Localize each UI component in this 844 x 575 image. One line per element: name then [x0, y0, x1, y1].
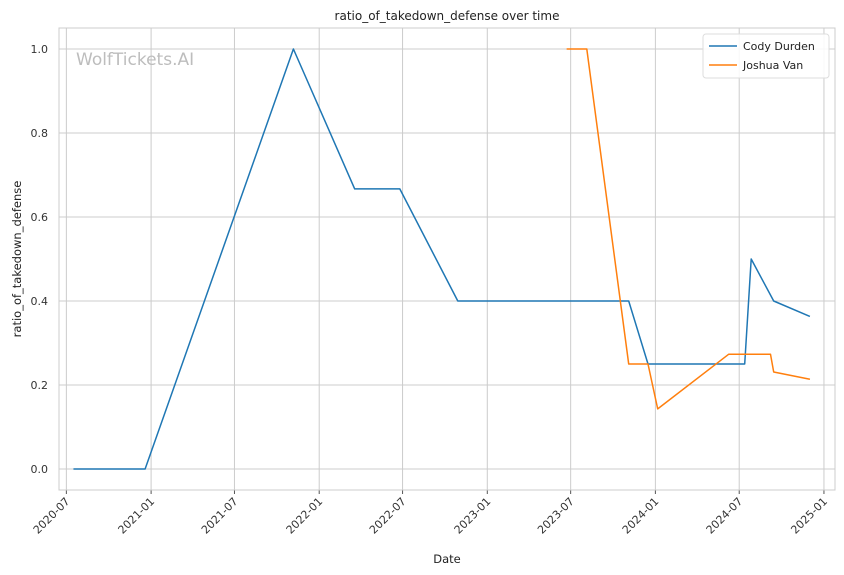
legend-label: Joshua Van: [742, 59, 803, 72]
chart-title: ratio_of_takedown_defense over time: [335, 9, 560, 23]
legend-box: [702, 33, 830, 79]
y-tick-label: 0.2: [31, 379, 49, 392]
series-line-cody-durden: [73, 48, 811, 470]
x-tick-label: 2023-07: [535, 495, 577, 537]
y-tick-label: 0.6: [31, 211, 49, 224]
x-tick-label: 2023-01: [452, 495, 494, 537]
legend-label: Cody Durden: [743, 40, 815, 53]
x-tick-label: 2022-07: [367, 495, 409, 537]
y-tick-label: 0.4: [31, 295, 49, 308]
x-axis-label: Date: [433, 552, 461, 566]
x-tick-label: 2024-07: [704, 495, 746, 537]
y-tick-label: 1.0: [31, 43, 49, 56]
grid-lines: [59, 28, 835, 490]
y-tick-label: 0.8: [31, 127, 49, 140]
x-tick-label: 2025-01: [788, 495, 830, 537]
x-tick-label: 2024-01: [620, 495, 662, 537]
y-axis-label: ratio_of_takedown_defense: [10, 181, 24, 338]
plot-frame: [58, 27, 836, 491]
series-line-joshua-van: [566, 48, 811, 410]
x-tick-label: 2021-01: [116, 495, 158, 537]
watermark: WolfTickets.AI: [76, 50, 194, 70]
x-tick-label: 2022-01: [284, 495, 326, 537]
x-tick-label: 2020-07: [31, 495, 73, 537]
y-tick-label: 0.0: [31, 463, 49, 476]
x-tick-label: 2021-07: [199, 495, 241, 537]
series-lines: [73, 48, 811, 470]
plot-area: [59, 28, 835, 490]
legend: Cody Durden Joshua Van: [702, 33, 830, 79]
